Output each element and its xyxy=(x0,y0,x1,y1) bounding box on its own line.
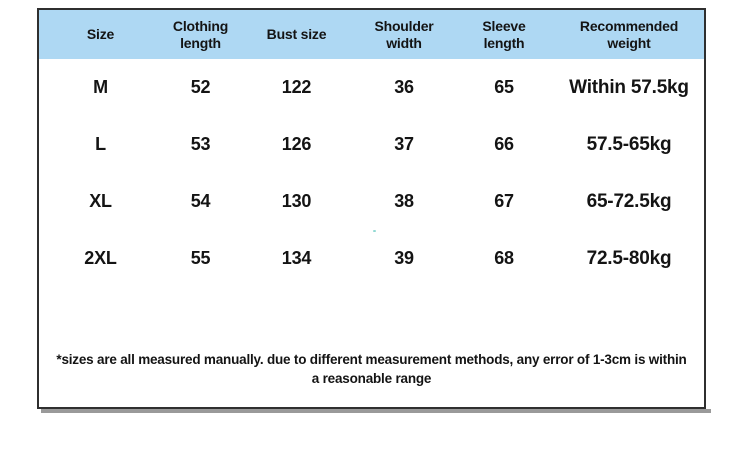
clothing-length-value: 52 xyxy=(190,77,211,97)
footnote-line-1: *sizes are all measured manually. due to… xyxy=(56,352,687,368)
table-row-m: M 52 122 36 65 Within 57.5kg xyxy=(39,59,704,116)
bust-size-value: 126 xyxy=(281,134,312,154)
size-chart-table: Size Clothing length Bust size Shoulder … xyxy=(37,8,706,409)
clothing-length-value: 55 xyxy=(190,248,211,268)
sleeve-length-value: 66 xyxy=(494,134,514,154)
bust-size-value: 134 xyxy=(281,248,312,268)
column-header-clothing-length-label: Clothing length xyxy=(172,17,229,51)
column-header-size: Size xyxy=(86,26,115,43)
column-header-recommended-weight-label: Recommended weight xyxy=(579,17,679,51)
column-header-bust-size: Bust size xyxy=(266,26,327,43)
shoulder-width-value: 38 xyxy=(394,191,414,211)
table-drop-shadow xyxy=(41,409,711,413)
size-label: L xyxy=(95,134,106,154)
table-header-row: Size Clothing length Bust size Shoulder … xyxy=(39,10,704,59)
recommended-weight-value: 72.5-80kg xyxy=(586,247,672,269)
recommended-weight-value: 65-72.5kg xyxy=(586,190,672,212)
footnote: *sizes are all measured manually. due to… xyxy=(39,287,704,407)
column-header-recommended-weight: Recommended weight xyxy=(554,10,704,59)
clothing-length-value: 54 xyxy=(190,191,211,211)
size-label: 2XL xyxy=(84,248,117,268)
bust-size-value: 122 xyxy=(281,77,312,97)
recommended-weight-value: 57.5-65kg xyxy=(586,133,672,155)
size-label: XL xyxy=(89,191,112,211)
footnote-line-2: a reasonable range xyxy=(311,371,432,387)
table-row-2xl: 2XL 55 134 39 68 72.5-80kg xyxy=(39,230,704,287)
column-header-shoulder-width-label: Shoulder width xyxy=(374,17,434,51)
shoulder-width-value: 36 xyxy=(394,77,414,97)
sleeve-length-value: 65 xyxy=(494,77,514,97)
sleeve-length-value: 67 xyxy=(494,191,514,211)
size-label: M xyxy=(93,77,108,97)
bust-size-value: 130 xyxy=(281,191,312,211)
column-header-clothing-length: Clothing length xyxy=(162,10,239,59)
sleeve-length-value: 68 xyxy=(494,248,514,268)
clothing-length-value: 53 xyxy=(190,134,211,154)
column-header-shoulder-width: Shoulder width xyxy=(354,10,454,59)
recommended-weight-value: Within 57.5kg xyxy=(569,76,689,98)
table-row-l: L 53 126 37 66 57.5-65kg xyxy=(39,116,704,173)
column-header-sleeve-length-label: Sleeve length xyxy=(482,17,526,51)
artifact-speck xyxy=(373,230,376,232)
shoulder-width-value: 39 xyxy=(394,248,414,268)
table-row-xl: XL 54 130 38 67 65-72.5kg xyxy=(39,173,704,230)
shoulder-width-value: 37 xyxy=(394,134,414,154)
column-header-sleeve-length: Sleeve length xyxy=(454,10,554,59)
